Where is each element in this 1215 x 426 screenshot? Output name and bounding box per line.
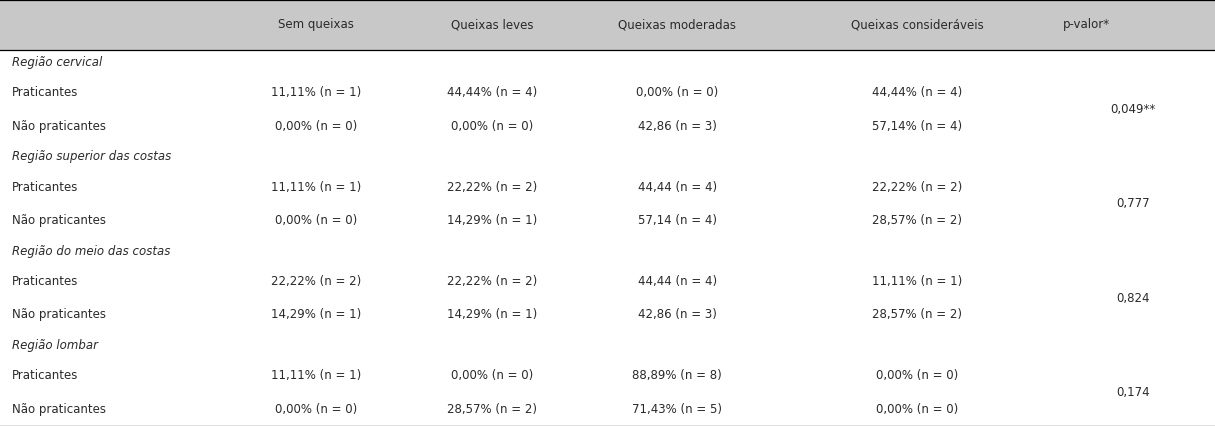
Text: 0,00% (n = 0): 0,00% (n = 0) [275, 120, 357, 133]
Text: 57,14% (n = 4): 57,14% (n = 4) [872, 120, 962, 133]
Bar [0, 0, 1215, 49]
Text: 0,00% (n = 0): 0,00% (n = 0) [451, 369, 533, 382]
Text: Não praticantes: Não praticantes [12, 308, 106, 322]
Text: 11,11% (n = 1): 11,11% (n = 1) [872, 275, 962, 288]
Text: Queixas moderadas: Queixas moderadas [618, 18, 736, 31]
Text: Não praticantes: Não praticantes [12, 120, 106, 133]
Text: 0,00% (n = 0): 0,00% (n = 0) [275, 403, 357, 416]
Text: 0,00% (n = 0): 0,00% (n = 0) [637, 86, 718, 100]
Text: 11,11% (n = 1): 11,11% (n = 1) [271, 86, 361, 100]
Text: 11,11% (n = 1): 11,11% (n = 1) [271, 369, 361, 382]
Text: 14,29% (n = 1): 14,29% (n = 1) [447, 214, 537, 227]
Text: 14,29% (n = 1): 14,29% (n = 1) [271, 308, 361, 322]
Text: 0,00% (n = 0): 0,00% (n = 0) [451, 120, 533, 133]
Text: 0,824: 0,824 [1117, 291, 1149, 305]
Text: Queixas leves: Queixas leves [451, 18, 533, 31]
Text: 44,44 (n = 4): 44,44 (n = 4) [638, 181, 717, 193]
Text: Região lombar: Região lombar [12, 339, 98, 351]
Text: 44,44% (n = 4): 44,44% (n = 4) [872, 86, 962, 100]
Text: 44,44 (n = 4): 44,44 (n = 4) [638, 275, 717, 288]
Text: 22,22% (n = 2): 22,22% (n = 2) [872, 181, 962, 193]
Text: 71,43% (n = 5): 71,43% (n = 5) [632, 403, 723, 416]
Text: 42,86 (n = 3): 42,86 (n = 3) [638, 308, 717, 322]
Text: 22,22% (n = 2): 22,22% (n = 2) [447, 181, 537, 193]
Text: Região cervical: Região cervical [12, 56, 102, 69]
Text: Praticantes: Praticantes [12, 275, 79, 288]
Text: Praticantes: Praticantes [12, 369, 79, 382]
Text: 0,00% (n = 0): 0,00% (n = 0) [876, 403, 959, 416]
Text: Região superior das costas: Região superior das costas [12, 150, 171, 164]
Text: 28,57% (n = 2): 28,57% (n = 2) [447, 403, 537, 416]
Text: 57,14 (n = 4): 57,14 (n = 4) [638, 214, 717, 227]
Text: Não praticantes: Não praticantes [12, 214, 106, 227]
Text: 0,174: 0,174 [1117, 386, 1149, 399]
Text: Não praticantes: Não praticantes [12, 403, 106, 416]
Text: 0,049**: 0,049** [1111, 104, 1155, 116]
Text: 11,11% (n = 1): 11,11% (n = 1) [271, 181, 361, 193]
Text: Sem queixas: Sem queixas [278, 18, 354, 31]
Text: 88,89% (n = 8): 88,89% (n = 8) [633, 369, 722, 382]
Text: Queixas consideráveis: Queixas consideráveis [850, 18, 984, 31]
Text: 0,00% (n = 0): 0,00% (n = 0) [876, 369, 959, 382]
Text: 42,86 (n = 3): 42,86 (n = 3) [638, 120, 717, 133]
Text: p-valor*: p-valor* [1063, 18, 1111, 31]
Text: Praticantes: Praticantes [12, 86, 79, 100]
Text: 28,57% (n = 2): 28,57% (n = 2) [872, 214, 962, 227]
Text: Região do meio das costas: Região do meio das costas [12, 245, 170, 258]
Text: Praticantes: Praticantes [12, 181, 79, 193]
Text: 0,777: 0,777 [1117, 198, 1149, 210]
Text: 0,00% (n = 0): 0,00% (n = 0) [275, 214, 357, 227]
Text: 22,22% (n = 2): 22,22% (n = 2) [271, 275, 361, 288]
Text: 44,44% (n = 4): 44,44% (n = 4) [447, 86, 537, 100]
Text: 22,22% (n = 2): 22,22% (n = 2) [447, 275, 537, 288]
Text: 28,57% (n = 2): 28,57% (n = 2) [872, 308, 962, 322]
Text: 14,29% (n = 1): 14,29% (n = 1) [447, 308, 537, 322]
